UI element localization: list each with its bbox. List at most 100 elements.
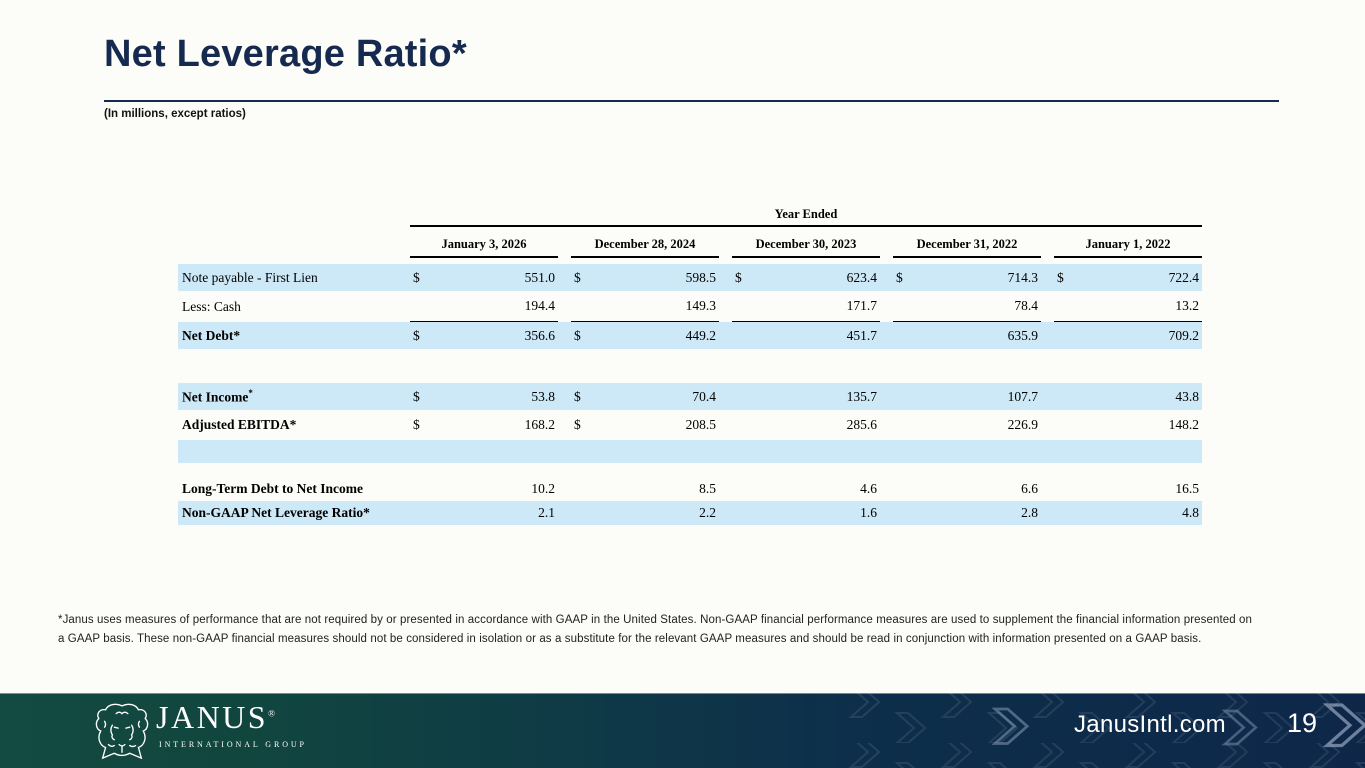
cell-value: 2.1 — [538, 505, 555, 520]
table-cell: $623.4 — [732, 264, 880, 291]
cell-value: 8.5 — [699, 481, 716, 496]
cell-value: 171.7 — [846, 298, 877, 313]
table-cell: 8.5 — [571, 477, 719, 501]
cell-value: 285.6 — [846, 417, 877, 432]
dollar-sign: $ — [735, 269, 742, 285]
table-cell: $551.0 — [410, 264, 558, 291]
table-cell: 148.2 — [1054, 410, 1202, 440]
dollar-sign: $ — [574, 417, 581, 432]
table-cell: 1.6 — [732, 501, 880, 525]
table-cell: $356.6 — [410, 322, 558, 349]
table-blank-row — [178, 440, 1202, 463]
table-cell: $449.2 — [571, 322, 719, 349]
column-header: December 31, 2022 — [893, 227, 1041, 258]
cell-value: 107.7 — [1007, 388, 1038, 404]
dollar-sign: $ — [574, 388, 581, 404]
table-cell: 107.7 — [893, 383, 1041, 410]
dollar-sign: $ — [1057, 269, 1064, 285]
table-row: Net Income* $53.8 $70.4 135.7 107.7 43.8 — [178, 383, 1202, 410]
net-leverage-table: Year Ended January 3, 2026 December 28, 20… — [178, 205, 1202, 525]
row-label: Adjusted EBITDA* — [182, 417, 297, 432]
cell-value: 1.6 — [860, 505, 877, 520]
table-cell: $168.2 — [410, 410, 558, 440]
dollar-sign: $ — [413, 327, 420, 343]
cell-value: 714.3 — [1007, 269, 1038, 285]
table-cell: $70.4 — [571, 383, 719, 410]
table-cell: 16.5 — [1054, 477, 1202, 501]
row-label: Long-Term Debt to Net Income — [182, 481, 363, 496]
janus-logo-subtext: INTERNATIONAL GROUP — [159, 740, 307, 749]
footnote-line-2: a GAAP basis. These non-GAAP financial m… — [58, 632, 1202, 645]
page-title: Net Leverage Ratio* — [104, 33, 467, 75]
table-cell: 149.3 — [571, 291, 719, 322]
cell-value: 208.5 — [685, 417, 716, 432]
column-header: January 3, 2026 — [410, 227, 558, 258]
table-cell: 709.2 — [1054, 322, 1202, 349]
year-ended-label: Year Ended — [410, 207, 1202, 227]
janus-head-icon — [95, 703, 149, 760]
table-cell: 6.6 — [893, 477, 1041, 501]
title-divider — [104, 100, 1279, 102]
cell-value: 78.4 — [1014, 298, 1038, 313]
cell-value: 356.6 — [524, 327, 555, 343]
dollar-sign: $ — [413, 388, 420, 404]
table-cell: 2.8 — [893, 501, 1041, 525]
table-cell: 13.2 — [1054, 291, 1202, 322]
cell-value: 70.4 — [692, 388, 716, 404]
cell-value: 43.8 — [1175, 388, 1199, 404]
cell-value: 194.4 — [524, 298, 555, 313]
table-cell: 4.8 — [1054, 501, 1202, 525]
cell-value: 451.7 — [846, 327, 877, 343]
cell-value: 598.5 — [685, 269, 716, 285]
cell-value: 135.7 — [846, 388, 877, 404]
table-cell: 285.6 — [732, 410, 880, 440]
cell-value: 2.2 — [699, 505, 716, 520]
dollar-sign: $ — [413, 269, 420, 285]
footer-bar: JANUS® INTERNATIONAL GROUP JanusIntl.com… — [0, 693, 1365, 768]
registered-mark: ® — [268, 708, 275, 719]
table-group-header-row: Year Ended — [178, 205, 1202, 227]
table-row: Non-GAAP Net Leverage Ratio* 2.1 2.2 1.6 2.8… — [178, 501, 1202, 525]
table-cell: $722.4 — [1054, 264, 1202, 291]
table-cell: 10.2 — [410, 477, 558, 501]
cell-value: 53.8 — [531, 388, 555, 404]
cell-value: 709.2 — [1168, 327, 1199, 343]
cell-value: 16.5 — [1175, 481, 1199, 496]
janus-logo-wordmark: JANUS® — [156, 699, 275, 735]
cell-value: 10.2 — [531, 481, 555, 496]
cell-value: 6.6 — [1021, 481, 1038, 496]
row-label: Net Debt* — [182, 327, 241, 343]
website-link[interactable]: JanusIntl.com — [1074, 711, 1226, 738]
cell-value: 149.3 — [685, 298, 716, 313]
dollar-sign: $ — [574, 269, 581, 285]
cell-value: 13.2 — [1175, 298, 1199, 313]
cell-value: 148.2 — [1168, 417, 1199, 432]
cell-value: 722.4 — [1168, 269, 1199, 285]
table-cell: 2.1 — [410, 501, 558, 525]
table-cell: 43.8 — [1054, 383, 1202, 410]
chevron-pattern — [845, 693, 1365, 768]
table-cell: 226.9 — [893, 410, 1041, 440]
units-note: (In millions, except ratios) — [104, 108, 246, 120]
table-cell: 635.9 — [893, 322, 1041, 349]
cell-value: 551.0 — [524, 269, 555, 285]
table-column-header-row: January 3, 2026 December 28, 2024 December… — [178, 227, 1202, 258]
table-cell: 451.7 — [732, 322, 880, 349]
column-header: December 30, 2023 — [732, 227, 880, 258]
table-spacer — [178, 349, 1202, 383]
table-cell: $714.3 — [893, 264, 1041, 291]
table-cell: 171.7 — [732, 291, 880, 322]
table-cell: 4.6 — [732, 477, 880, 501]
table-row: Adjusted EBITDA* $168.2 $208.5 285.6 226.9 14… — [178, 410, 1202, 440]
row-label: Note payable - First Lien — [182, 269, 318, 285]
cell-value: 2.8 — [1021, 505, 1038, 520]
table-row: Note payable - First Lien $551.0 $598.5 $62… — [178, 264, 1202, 291]
cell-value: 635.9 — [1007, 327, 1038, 343]
table-cell: 2.2 — [571, 501, 719, 525]
dollar-sign: $ — [896, 269, 903, 285]
dollar-sign: $ — [413, 417, 420, 432]
column-header: December 28, 2024 — [571, 227, 719, 258]
footnote-line-1: *Janus uses measures of performance that… — [58, 614, 1253, 626]
table-spacer — [178, 463, 1202, 477]
